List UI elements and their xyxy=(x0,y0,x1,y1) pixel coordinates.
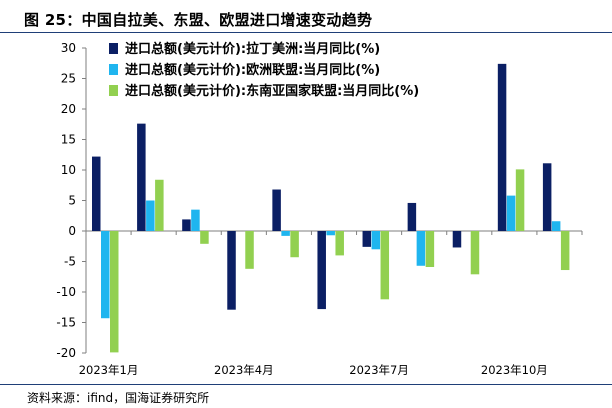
legend-label: 进口总额(美元计价):东南亚国家联盟:当月同比(%) xyxy=(125,83,419,99)
bar-eu-1 xyxy=(101,231,110,319)
bar-latin-america-6 xyxy=(317,231,326,310)
y-tick-label: 25 xyxy=(61,72,76,86)
bar-latin-america-5 xyxy=(272,189,281,231)
legend-swatch xyxy=(109,64,118,75)
bar-asean-10 xyxy=(515,169,525,231)
bar-asean-8 xyxy=(425,231,435,267)
y-tick-label: -15 xyxy=(56,316,76,330)
bar-eu-8 xyxy=(416,231,426,266)
bar-eu-11 xyxy=(551,221,561,231)
bar-latin-america-1 xyxy=(92,156,101,231)
bar-asean-3 xyxy=(200,231,209,244)
bar-eu-5 xyxy=(281,231,290,236)
y-tick-label: 30 xyxy=(61,41,76,55)
bar-asean-5 xyxy=(290,231,299,258)
legend: 进口总额(美元计价):拉丁美洲:当月同比(%) 进口总额(美元计价):欧洲联盟:当… xyxy=(109,41,419,99)
source-note: 资料来源：ifind，国海证券研究所 xyxy=(27,391,210,405)
bar-latin-america-3 xyxy=(182,219,191,231)
bar-asean-11 xyxy=(560,231,570,271)
bar-latin-america-4 xyxy=(227,231,236,310)
bars xyxy=(92,63,570,353)
y-tick-label: 15 xyxy=(61,133,76,147)
x-tick-label: 2023年4月 xyxy=(214,363,274,377)
y-axis: -20 -15 -10 -5 0 5 10 15 20 25 30 xyxy=(56,41,87,360)
bar-latin-america-8 xyxy=(407,202,417,231)
bar-latin-america-2 xyxy=(137,123,146,231)
bar-asean-2 xyxy=(155,179,164,231)
bar-eu-2 xyxy=(146,200,155,231)
y-tick-label: 10 xyxy=(61,163,76,177)
legend-swatch xyxy=(109,43,118,54)
figure-title: 图 25：中国自拉美、东盟、欧盟进口增速变动趋势 xyxy=(24,11,373,29)
bar-latin-america-11 xyxy=(542,163,552,231)
y-tick-label: 20 xyxy=(61,102,76,116)
y-tick-label: -5 xyxy=(64,255,76,269)
bar-asean-7 xyxy=(380,231,390,300)
y-tick-label: -10 xyxy=(56,285,76,299)
y-tick-label: 5 xyxy=(68,194,76,208)
x-tick-label: 2023年7月 xyxy=(349,363,409,377)
bar-asean-9 xyxy=(470,231,480,275)
bar-latin-america-9 xyxy=(452,231,462,248)
bar-eu-3 xyxy=(191,209,200,231)
title-rule xyxy=(0,32,612,33)
legend-label: 进口总额(美元计价):欧洲联盟:当月同比(%) xyxy=(125,62,380,78)
bar-asean-4 xyxy=(245,231,254,269)
source-rule xyxy=(0,384,612,385)
x-tick-label: 2023年1月 xyxy=(79,363,139,377)
x-tick-label: 2023年10月 xyxy=(481,363,548,377)
bar-asean-6 xyxy=(335,231,344,256)
legend-swatch xyxy=(109,85,118,96)
bar-latin-america-7 xyxy=(362,231,372,247)
bar-latin-america-10 xyxy=(497,63,507,231)
y-tick-label: 0 xyxy=(68,224,76,238)
bar-eu-7 xyxy=(371,231,381,250)
bar-asean-1 xyxy=(110,231,119,353)
bar-eu-10 xyxy=(506,195,516,231)
x-axis: 2023年1月 2023年4月 2023年7月 2023年10月 xyxy=(79,230,583,377)
bar-eu-6 xyxy=(326,231,335,236)
legend-label: 进口总额(美元计价):拉丁美洲:当月同比(%) xyxy=(125,41,380,57)
y-tick-label: -20 xyxy=(56,346,76,360)
